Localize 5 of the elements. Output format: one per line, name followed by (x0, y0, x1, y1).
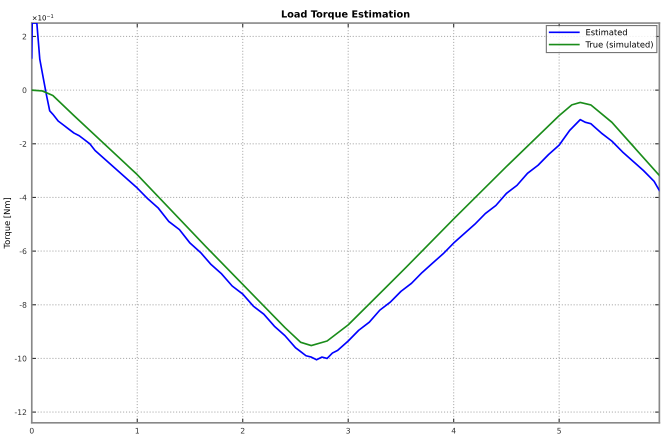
legend-label: Estimated (586, 28, 627, 36)
line-series (32, 89, 660, 346)
y-axis-title: Torque [Nm] (4, 198, 12, 249)
legend-label: True (simulated) (585, 41, 653, 49)
chart-title: Load Torque Estimation (282, 10, 410, 20)
